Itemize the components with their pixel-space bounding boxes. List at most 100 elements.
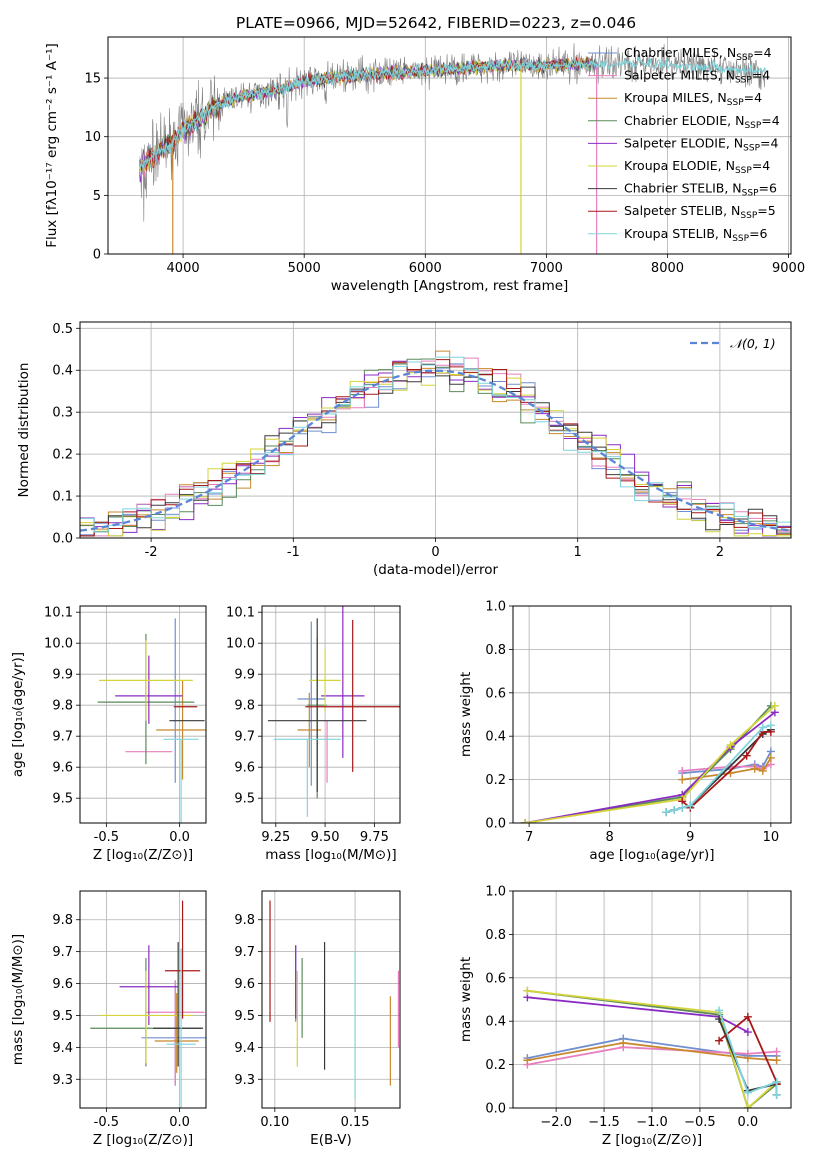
y-tick-label: 9.6 <box>234 977 255 992</box>
mass-weight-marker-7 <box>743 1012 752 1021</box>
y-tick-label: 0.0 <box>485 1102 506 1117</box>
mass-weight-marker-2 <box>619 1038 628 1047</box>
y-tick-label: 0.4 <box>485 1015 506 1030</box>
mass-weight-marker-8 <box>670 805 679 814</box>
axes-frame <box>512 605 792 824</box>
axes-frame <box>512 890 792 1109</box>
x-tick-label: -0.5 <box>94 1115 119 1130</box>
x-tick-label: −0.5 <box>684 1115 716 1130</box>
y-tick-label: 0.2 <box>52 448 73 463</box>
plot-area <box>138 43 767 254</box>
mass-weight-marker-8 <box>715 1006 724 1015</box>
legend-label-3: Chabrier ELODIE, NSSP=4 <box>624 113 780 131</box>
mass-weight-marker-8 <box>758 723 767 732</box>
panel-age-vs-mass: 9.25 9.50 9.75 9.5 9.6 9.7 9.8 9.9 10.0 10.1 mass … <box>226 605 401 863</box>
y-tick-label: 10.0 <box>44 637 73 652</box>
legend-nssp: =5 <box>757 203 775 218</box>
mass-weight-line-3 <box>524 705 772 823</box>
mass-weight-marker-5 <box>521 819 530 823</box>
y-tick-label: 9.8 <box>234 913 255 928</box>
panel-residual-histogram: -2 -1 0 1 2 0.0 0.1 0.2 0.3 0.4 0.5 (data-model)/er… <box>16 321 792 578</box>
legend-subscript: SSP <box>732 234 749 244</box>
mass-weight-marker-8 <box>772 1077 781 1086</box>
legend-subscript: SSP <box>735 76 752 86</box>
axes-frame <box>107 36 792 255</box>
y-tick-label: 0 <box>93 248 101 263</box>
plot-area <box>521 701 779 823</box>
x-tick-label: −1.0 <box>636 1115 668 1130</box>
y-tick-label: 0.6 <box>485 971 506 986</box>
x-axis-label: Z [log₁₀(Z/Z⊙)] <box>93 847 193 863</box>
x-axis-label: Z [log₁₀(Z/Z⊙)] <box>93 1132 193 1148</box>
normal-reference-curve <box>80 369 791 532</box>
y-tick-label: 0.8 <box>485 643 506 658</box>
x-tick-label: 2 <box>716 545 724 560</box>
legend-label-5: Kroupa ELODIE, NSSP=4 <box>624 158 770 176</box>
histogram-7 <box>80 359 791 537</box>
y-tick-label: 9.3 <box>234 1073 255 1088</box>
x-tick-label: 0.0 <box>738 1115 759 1130</box>
y-tick-label: 0.0 <box>52 532 73 547</box>
x-axis-label: age [log₁₀(age/yr)] <box>589 847 714 863</box>
y-tick-label: 10.1 <box>44 606 73 621</box>
y-axis-label: Flux [fλ10⁻¹⁷ erg cm⁻² s⁻¹ A⁻¹] <box>44 43 60 248</box>
y-tick-label: 0.8 <box>485 928 506 943</box>
axes-frame <box>79 890 207 1109</box>
y-tick-label: 9.5 <box>234 792 255 807</box>
axes-frame <box>79 605 207 824</box>
y-tick-label: 10.1 <box>226 606 255 621</box>
y-tick-label: 9.4 <box>52 1041 73 1056</box>
grid <box>262 891 400 1108</box>
y-tick-label: 9.9 <box>52 668 73 683</box>
legend-label-2: Kroupa MILES, NSSP=4 <box>624 90 762 108</box>
legend-nssp: =4 <box>752 68 770 83</box>
x-tick-label: 10 <box>763 830 780 845</box>
grid <box>262 606 400 823</box>
mass-weight-marker-2 <box>772 1056 781 1065</box>
mass-weight-line-8 <box>718 1010 778 1095</box>
grid <box>80 606 206 823</box>
mass-weight-marker-2 <box>766 753 775 762</box>
mass-weight-marker-1 <box>678 766 687 775</box>
x-tick-label: 7 <box>525 830 533 845</box>
mass-weight-marker-8 <box>686 801 695 810</box>
y-tick-label: 15 <box>84 72 101 87</box>
x-axis-label: (data-model)/error <box>373 562 499 578</box>
mass-weight-marker-5 <box>523 986 532 995</box>
y-tick-label: 1.0 <box>485 600 506 615</box>
spectrum-legend: Chabrier MILES, NSSP=4 Salpeter MILES, NS… <box>588 45 780 244</box>
y-tick-label: 9.7 <box>52 730 73 745</box>
x-tick-label: 9.50 <box>311 830 340 845</box>
mass-weight-marker-2 <box>750 764 759 773</box>
y-tick-label: 10 <box>84 130 101 145</box>
plot-area <box>269 900 399 1099</box>
x-tick-label: 0.10 <box>260 1115 289 1130</box>
legend-nssp: =4 <box>744 90 762 105</box>
legend-label-1: Salpeter MILES, NSSP=4 <box>624 68 770 86</box>
histogram-legend-label: 𝒩(0, 1) <box>730 336 776 351</box>
figure-title: PLATE=0966, MJD=52642, FIBERID=0223, z=0… <box>236 14 636 32</box>
mass-weight-marker-2 <box>678 775 687 784</box>
mass-weight-marker-8 <box>772 1090 781 1099</box>
y-axis-label: mass weight <box>458 672 474 757</box>
x-tick-label: -0.5 <box>94 830 119 845</box>
y-tick-label: 10.0 <box>226 637 255 652</box>
mass-weight-marker-8 <box>678 803 687 812</box>
x-tick-label: 8000 <box>651 261 684 276</box>
legend-label-8: Kroupa STELIB, NSSP=6 <box>624 226 768 244</box>
x-tick-label: 6000 <box>409 261 442 276</box>
y-tick-label: 9.5 <box>52 792 73 807</box>
x-tick-label: 1 <box>574 545 582 560</box>
x-tick-label: -1 <box>287 545 300 560</box>
x-tick-label: −1.5 <box>588 1115 620 1130</box>
x-tick-label: −2.0 <box>540 1115 572 1130</box>
axes-frame <box>79 321 792 539</box>
panel-mass-weight-vs-age: 7 8 9 10 0.0 0.2 0.4 0.6 0.8 1.0 age [log₁₀(age/yr… <box>458 600 792 863</box>
mass-weight-marker-4 <box>743 1028 752 1037</box>
y-tick-label: 9.6 <box>52 977 73 992</box>
x-tick-label: 0.15 <box>341 1115 370 1130</box>
y-tick-label: 9.6 <box>234 761 255 776</box>
y-tick-label: 0.5 <box>52 322 73 337</box>
x-tick-label: 7000 <box>530 261 563 276</box>
